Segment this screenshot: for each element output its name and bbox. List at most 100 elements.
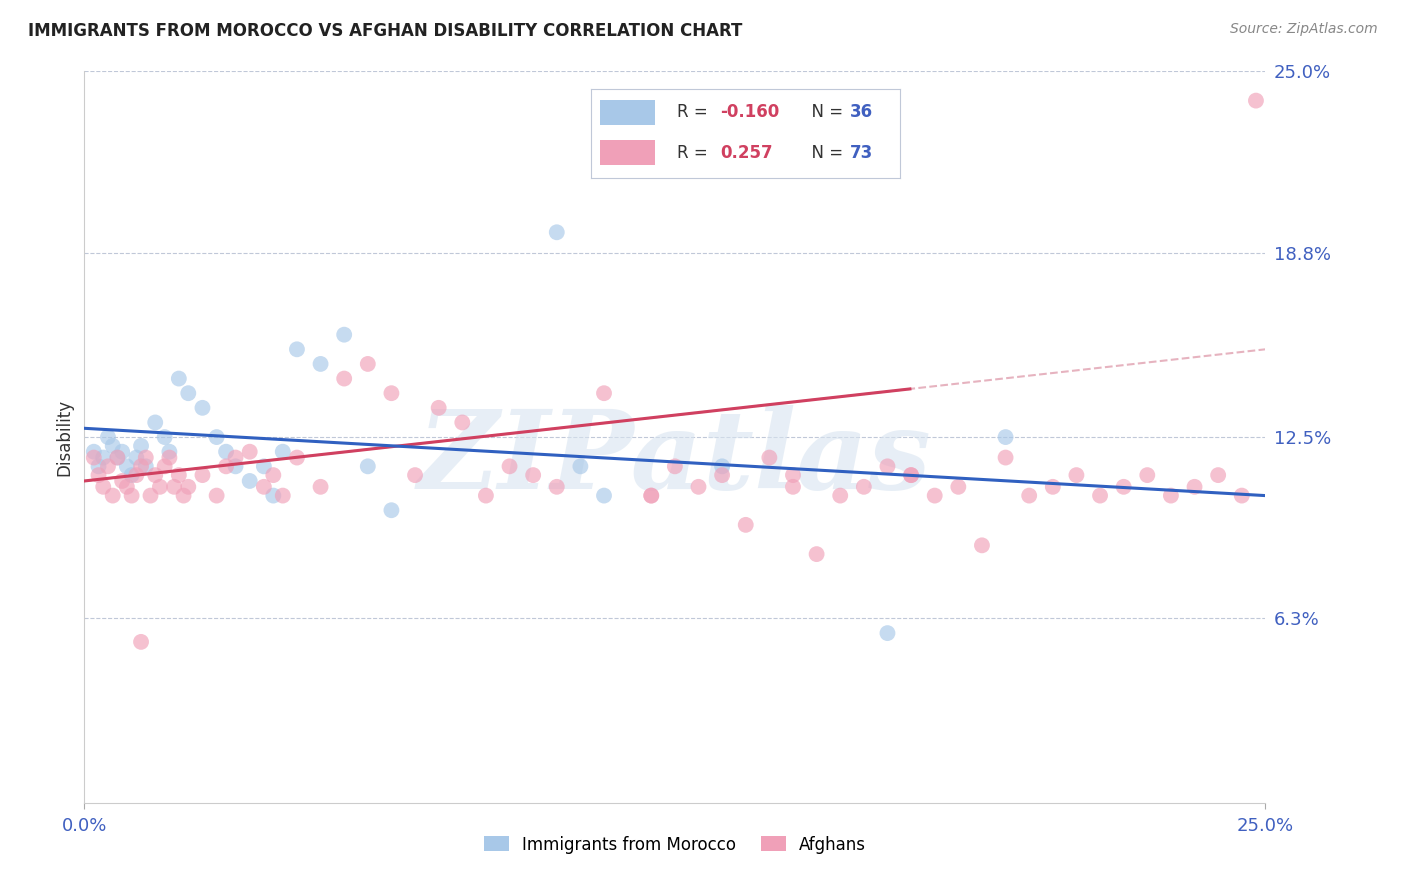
Point	[153, 430, 176, 444]
Point	[994, 430, 1017, 444]
Point	[1206, 468, 1229, 483]
Point	[546, 225, 568, 239]
Point	[143, 416, 166, 430]
Point	[121, 489, 143, 503]
Point	[1244, 94, 1267, 108]
Point	[876, 459, 898, 474]
Point	[498, 459, 520, 474]
Point	[97, 459, 120, 474]
Point	[149, 480, 172, 494]
Point	[115, 480, 138, 494]
Text: 0.257: 0.257	[720, 144, 773, 161]
Point	[900, 468, 922, 483]
Text: N =: N =	[801, 144, 848, 161]
Point	[711, 459, 734, 474]
Bar	[600, 140, 655, 165]
Point	[1018, 489, 1040, 503]
Point	[97, 430, 120, 444]
Text: ZIPatlas: ZIPatlas	[418, 405, 932, 513]
Legend: Immigrants from Morocco, Afghans: Immigrants from Morocco, Afghans	[477, 829, 873, 860]
Point	[215, 459, 238, 474]
Point	[253, 459, 276, 474]
Text: Source: ZipAtlas.com: Source: ZipAtlas.com	[1230, 22, 1378, 37]
Text: N =: N =	[801, 103, 848, 121]
Point	[205, 489, 228, 503]
Point	[107, 450, 129, 465]
Point	[129, 635, 152, 649]
Point	[157, 450, 180, 465]
Point	[115, 459, 138, 474]
Point	[83, 444, 105, 458]
Point	[758, 450, 780, 465]
Point	[163, 480, 186, 494]
Point	[87, 468, 110, 483]
Point	[1112, 480, 1135, 494]
Point	[427, 401, 450, 415]
Text: 73: 73	[851, 144, 873, 161]
Point	[309, 480, 332, 494]
Point	[782, 468, 804, 483]
Point	[173, 489, 195, 503]
Point	[593, 489, 616, 503]
Point	[1088, 489, 1111, 503]
Point	[900, 468, 922, 483]
Point	[87, 459, 110, 474]
Point	[1066, 468, 1088, 483]
Point	[101, 489, 124, 503]
Point	[640, 489, 662, 503]
Point	[107, 450, 129, 465]
Point	[91, 450, 114, 465]
Point	[333, 327, 356, 342]
Point	[640, 489, 662, 503]
Point	[593, 386, 616, 401]
Point	[121, 468, 143, 483]
Point	[129, 439, 152, 453]
Point	[404, 468, 426, 483]
Point	[205, 430, 228, 444]
Point	[271, 444, 294, 458]
Point	[129, 459, 152, 474]
Point	[262, 489, 284, 503]
Point	[91, 480, 114, 494]
Point	[83, 450, 105, 465]
Point	[1042, 480, 1064, 494]
Point	[285, 343, 308, 357]
Point	[191, 401, 214, 415]
Point	[225, 459, 247, 474]
Point	[177, 480, 200, 494]
Point	[225, 450, 247, 465]
Point	[970, 538, 993, 552]
Text: 36: 36	[851, 103, 873, 121]
Point	[157, 444, 180, 458]
Point	[167, 371, 190, 385]
Point	[380, 503, 402, 517]
Point	[1184, 480, 1206, 494]
Point	[101, 439, 124, 453]
Point	[253, 480, 276, 494]
Point	[830, 489, 852, 503]
Text: R =: R =	[678, 103, 713, 121]
Point	[1136, 468, 1159, 483]
Point	[806, 547, 828, 561]
Point	[333, 371, 356, 385]
Point	[143, 468, 166, 483]
Point	[876, 626, 898, 640]
Point	[924, 489, 946, 503]
Point	[688, 480, 710, 494]
Point	[782, 480, 804, 494]
Point	[357, 357, 380, 371]
Point	[177, 386, 200, 401]
Point	[711, 468, 734, 483]
Point	[153, 459, 176, 474]
Point	[1230, 489, 1253, 503]
Y-axis label: Disability: Disability	[55, 399, 73, 475]
Point	[139, 489, 162, 503]
Bar	[600, 100, 655, 125]
Point	[215, 444, 238, 458]
Point	[125, 450, 148, 465]
Point	[546, 480, 568, 494]
Point	[111, 474, 134, 488]
Point	[994, 450, 1017, 465]
Point	[309, 357, 332, 371]
Point	[271, 489, 294, 503]
